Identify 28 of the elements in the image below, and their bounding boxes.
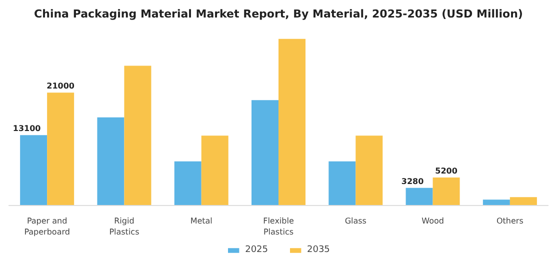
bar — [482, 200, 510, 206]
x-tick-label: Wood — [422, 216, 444, 226]
bar — [328, 161, 356, 206]
data-label: 3280 — [401, 176, 424, 186]
bar — [406, 188, 433, 206]
data-label: 5200 — [435, 166, 458, 176]
bar — [252, 100, 278, 206]
bar — [432, 178, 460, 206]
x-tick-label: Rigid Plastics — [109, 216, 140, 236]
legend-label: 2035 — [307, 245, 330, 255]
x-tick-label: Flexible Plastics — [263, 216, 294, 236]
bar — [124, 66, 152, 206]
bar — [174, 161, 202, 206]
data-label: 21000 — [46, 82, 75, 91]
x-tick-label: Glass — [344, 216, 366, 226]
bar — [278, 38, 306, 206]
data-label: 13100 — [12, 124, 42, 134]
bar — [20, 135, 48, 206]
legend-label: 2025 — [245, 245, 268, 255]
bar — [47, 92, 74, 206]
bar — [201, 136, 228, 206]
bar — [510, 197, 537, 206]
bar — [356, 136, 383, 206]
x-tick-label: Paper and Paperboard — [24, 216, 70, 236]
chart-title: China Packaging Material Market Report, By Material, 2025-2035 (USD Million) — [34, 8, 523, 20]
bar — [97, 117, 124, 206]
x-tick-label: Metal — [190, 216, 212, 226]
x-tick-label: Others — [496, 216, 524, 226]
